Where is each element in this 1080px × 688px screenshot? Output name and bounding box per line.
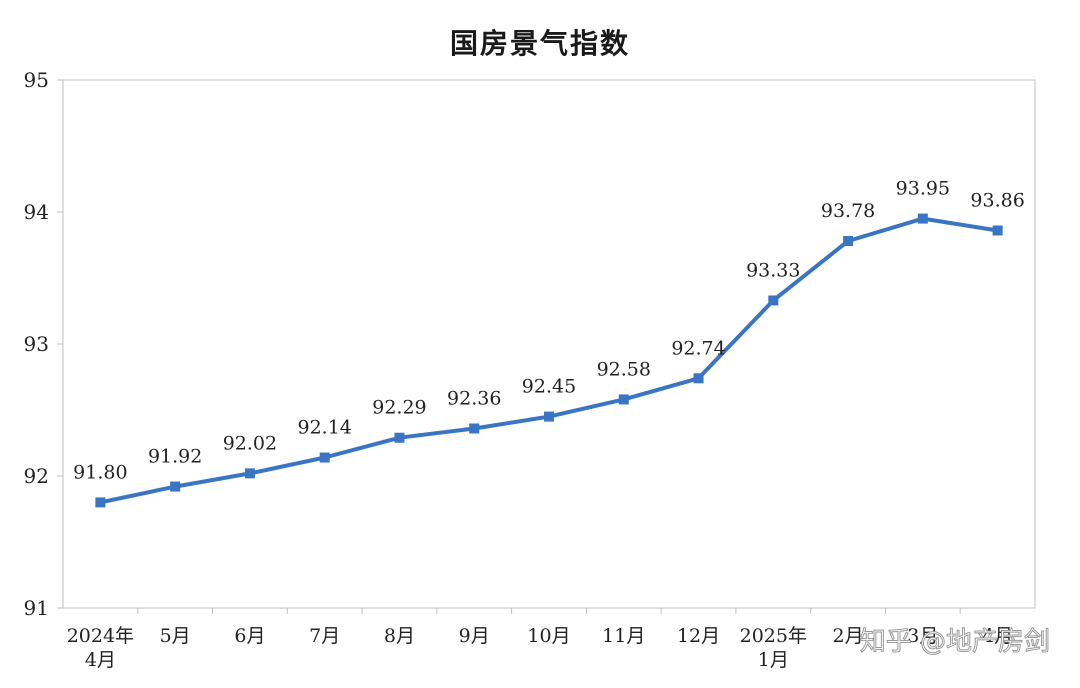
- data-point: [693, 373, 704, 384]
- data-point: [244, 468, 255, 479]
- data-labels: 91.80 91.92 92.02 92.14 92.29 92.36 92.45 92.58…: [73, 178, 1025, 484]
- data-label: 92.14: [297, 417, 351, 439]
- x-tick-label: 4月: [982, 625, 1013, 647]
- x-tick-label-line: 3月: [907, 625, 938, 647]
- x-tick-label-line: 12月: [677, 625, 720, 647]
- x-tick-label: 8月: [384, 625, 415, 647]
- x-tick-label-line: 5月: [160, 625, 191, 647]
- x-tick-label-line: 4月: [982, 625, 1013, 647]
- x-tick-label: 7月: [309, 625, 340, 647]
- series-line: [99, 216, 998, 505]
- data-point: [544, 411, 554, 422]
- x-tick-label: 2025年 1月: [740, 625, 807, 671]
- data-label: 92.74: [671, 337, 725, 359]
- x-tick-label: 2024年 4月: [67, 625, 134, 671]
- data-label: 93.86: [970, 189, 1024, 211]
- y-tick-label: 92: [24, 464, 49, 488]
- y-tick-label: 93: [24, 332, 49, 356]
- x-tick-label-line: 10月: [527, 625, 570, 647]
- y-axis: 91 92 93 94 95: [24, 68, 63, 620]
- x-tick-label: 3月: [907, 625, 938, 647]
- y-tick-label: 95: [24, 68, 49, 92]
- data-point: [768, 295, 779, 306]
- data-label: 91.92: [148, 446, 202, 468]
- x-tick-label: 12月: [677, 625, 720, 647]
- x-tick-label-line: 6月: [234, 625, 265, 647]
- x-tick-label: 2月: [833, 625, 864, 647]
- data-point: [992, 225, 1003, 236]
- series-markers: [95, 213, 1003, 508]
- x-tick-label: 9月: [459, 625, 490, 647]
- data-point: [170, 481, 181, 492]
- data-point: [469, 423, 480, 434]
- y-tick-label: 91: [24, 596, 49, 620]
- data-label: 92.45: [522, 376, 576, 398]
- watermark: 知乎 @地产房剑: [860, 627, 1050, 657]
- data-point: [843, 236, 854, 247]
- data-label: 92.58: [597, 358, 651, 380]
- data-label: 92.36: [447, 387, 501, 409]
- x-tick-label: 10月: [527, 625, 570, 647]
- x-tick-label-line: 8月: [384, 625, 415, 647]
- x-tick-label-line: 11月: [602, 625, 645, 647]
- data-label: 92.02: [223, 432, 277, 454]
- data-label: 93.33: [746, 259, 800, 281]
- plot-frame: [62, 79, 1036, 609]
- data-label: 92.29: [372, 397, 426, 419]
- x-tick-label-line: 7月: [309, 625, 340, 647]
- data-point: [618, 394, 629, 405]
- chart-title: 国房景气指数: [449, 27, 630, 60]
- data-label: 93.78: [821, 200, 875, 222]
- x-tick-label-line: 9月: [459, 625, 490, 647]
- data-point: [917, 213, 928, 224]
- x-tick-label-line: 2024年: [67, 625, 134, 647]
- x-tick-label-line: 1月: [758, 649, 789, 671]
- data-point: [95, 497, 106, 508]
- x-tick-label-line: 4月: [85, 649, 116, 671]
- x-tick-label-line: 2月: [833, 625, 864, 647]
- data-label: 91.80: [73, 461, 127, 483]
- data-point: [394, 432, 405, 443]
- x-tick-label: 6月: [234, 625, 265, 647]
- y-tick-label: 94: [24, 200, 49, 224]
- x-tick-label: 11月: [602, 625, 645, 647]
- x-tick-label-line: 2025年: [740, 625, 807, 647]
- data-point: [319, 452, 330, 463]
- x-tick-label: 5月: [160, 625, 191, 647]
- data-label: 93.95: [896, 178, 950, 200]
